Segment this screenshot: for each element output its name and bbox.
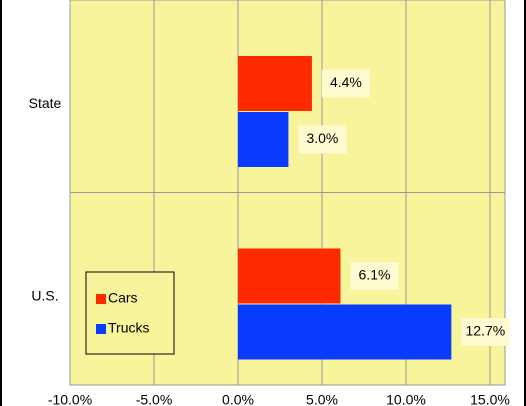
legend-swatch [96, 324, 106, 334]
value-label: 12.7% [466, 323, 506, 339]
legend-box [85, 271, 175, 355]
bar [238, 248, 341, 304]
value-label-bg [350, 262, 399, 290]
value-label-bg [298, 125, 347, 154]
value-label: 6.1% [359, 267, 391, 283]
bar [238, 112, 289, 167]
x-tick-label: -5.0% [136, 392, 173, 406]
value-label: 4.4% [330, 74, 362, 90]
value-label-bg [461, 318, 510, 346]
value-label: 3.0% [306, 130, 338, 146]
x-tick-label: 15.0% [470, 392, 510, 406]
legend-label: Cars [108, 290, 138, 306]
legend-swatch [96, 294, 106, 304]
value-label-bg [321, 69, 370, 98]
bar [238, 56, 312, 111]
x-tick-label: -10.0% [48, 392, 92, 406]
y-tick-label: State [29, 95, 62, 111]
legend: Cars Trucks [85, 271, 175, 355]
y-tick-label: U.S. [31, 287, 58, 303]
x-tick-label: 0.0% [222, 392, 254, 406]
bar [238, 304, 452, 360]
legend-label: Trucks [108, 320, 149, 336]
x-tick-label: 10.0% [386, 392, 426, 406]
x-tick-label: 5.0% [306, 392, 338, 406]
